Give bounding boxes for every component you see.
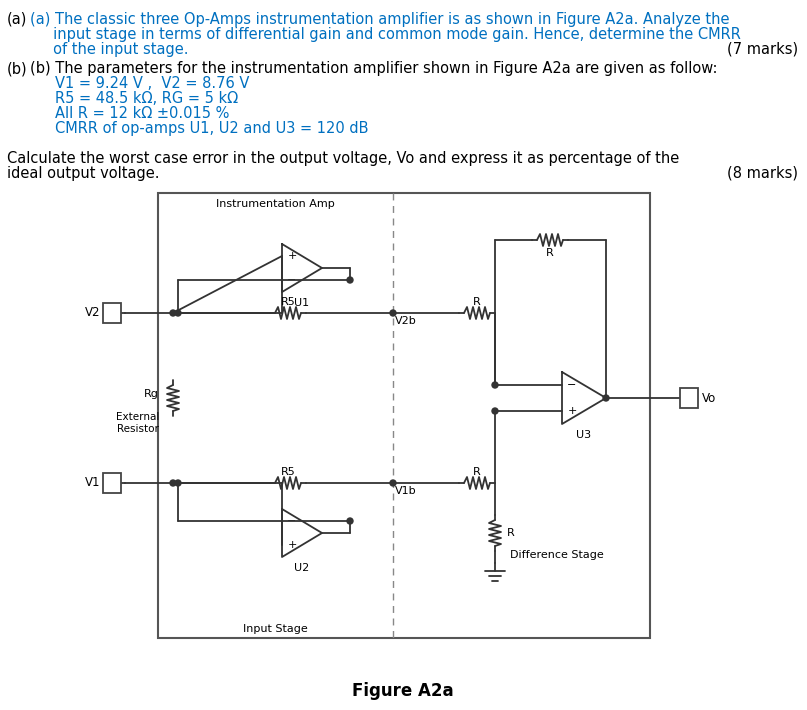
Bar <box>103 473 121 493</box>
Text: Figure A2a: Figure A2a <box>352 682 454 700</box>
Text: R5: R5 <box>281 297 295 307</box>
Text: ideal output voltage.: ideal output voltage. <box>7 166 160 181</box>
Text: Difference Stage: Difference Stage <box>510 550 604 560</box>
Text: +: + <box>567 406 577 416</box>
Text: (8 marks): (8 marks) <box>727 166 798 181</box>
Text: Instrumentation Amp: Instrumentation Amp <box>215 199 334 209</box>
Circle shape <box>347 518 353 524</box>
Text: (a) The classic three Op-Amps instrumentation amplifier is as shown in Figure A2: (a) The classic three Op-Amps instrument… <box>30 12 730 27</box>
Text: Calculate the worst case error in the output voltage, Vo and express it as perce: Calculate the worst case error in the ou… <box>7 151 679 166</box>
Text: (b): (b) <box>7 61 27 76</box>
Circle shape <box>170 310 176 316</box>
Text: U2: U2 <box>295 563 310 573</box>
Text: +: + <box>287 251 297 261</box>
Circle shape <box>170 480 176 486</box>
Text: R: R <box>473 467 481 477</box>
Text: V1: V1 <box>85 476 100 489</box>
Text: R: R <box>473 297 481 307</box>
Circle shape <box>492 382 498 388</box>
Text: V1b: V1b <box>395 486 416 496</box>
Circle shape <box>347 277 353 283</box>
Circle shape <box>175 480 181 486</box>
Text: R5: R5 <box>281 467 295 477</box>
Bar <box>103 303 121 323</box>
Text: Vo: Vo <box>702 391 717 405</box>
Text: −: − <box>567 380 577 390</box>
Text: R: R <box>507 528 515 538</box>
Text: V2b: V2b <box>395 316 416 326</box>
Text: (7 marks): (7 marks) <box>727 42 798 57</box>
Text: External
Resistor: External Resistor <box>115 412 159 434</box>
Circle shape <box>390 480 396 486</box>
Text: of the input stage.: of the input stage. <box>30 42 189 57</box>
Circle shape <box>603 395 609 401</box>
Text: V1 = 9.24 V ,  V2 = 8.76 V: V1 = 9.24 V , V2 = 8.76 V <box>55 76 249 91</box>
Text: −: − <box>287 516 297 526</box>
Bar <box>680 388 698 408</box>
Text: Rg: Rg <box>144 389 159 399</box>
Text: CMRR of op-amps U1, U2 and U3 = 120 dB: CMRR of op-amps U1, U2 and U3 = 120 dB <box>55 121 369 136</box>
Text: U1: U1 <box>295 298 310 308</box>
Text: Input Stage: Input Stage <box>243 624 307 634</box>
Text: All R = 12 kΩ ±0.015 %: All R = 12 kΩ ±0.015 % <box>55 106 229 121</box>
Text: R: R <box>546 248 554 258</box>
Text: U3: U3 <box>576 430 592 440</box>
Circle shape <box>492 408 498 414</box>
Text: R5 = 48.5 kΩ, RG = 5 kΩ: R5 = 48.5 kΩ, RG = 5 kΩ <box>55 91 238 106</box>
Circle shape <box>390 310 396 316</box>
Text: input stage in terms of differential gain and common mode gain. Hence, determine: input stage in terms of differential gai… <box>30 27 741 42</box>
Bar <box>158 193 650 638</box>
Text: +: + <box>287 540 297 550</box>
Text: −: − <box>287 275 297 285</box>
Circle shape <box>175 310 181 316</box>
Text: (a): (a) <box>7 12 27 27</box>
Text: (b) The parameters for the instrumentation amplifier shown in Figure A2a are giv: (b) The parameters for the instrumentati… <box>30 61 717 76</box>
Text: V2: V2 <box>85 307 100 320</box>
